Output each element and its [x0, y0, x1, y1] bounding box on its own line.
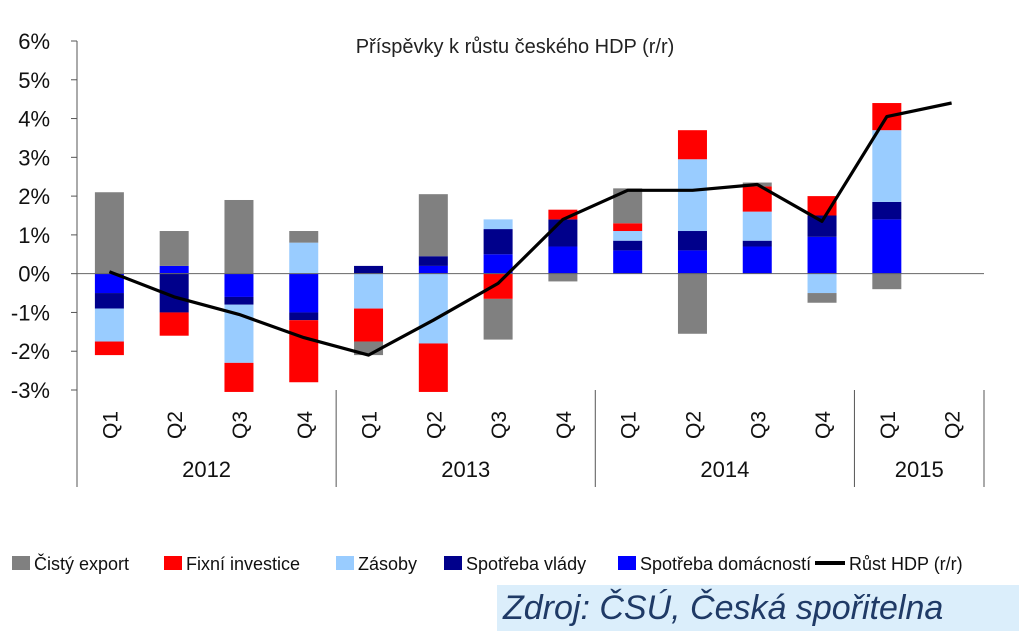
y-tick-label: -2%	[11, 339, 50, 364]
source-box: Zdroj: ČSÚ, Česká spořitelna	[497, 585, 1019, 631]
x-tick-label: Q4	[553, 411, 576, 439]
bar-segment-fixni-investice	[677, 130, 707, 160]
year-label: 2013	[441, 457, 490, 482]
source-text: Zdroj: ČSÚ, Česká spořitelna	[503, 588, 944, 627]
legend-label: Růst HDP (r/r)	[849, 554, 963, 574]
x-tick-label: Q2	[423, 411, 446, 439]
bar-segment-cisty-export	[807, 293, 837, 303]
bar-segment-spotreba-domacnosti	[94, 273, 124, 294]
x-tick-label: Q1	[618, 411, 641, 439]
bar-segment-spotreba-vlady	[418, 256, 448, 266]
y-tick-label: 2%	[18, 184, 50, 209]
bar-segment-zasoby	[742, 211, 772, 241]
bar-segment-spotreba-vlady	[742, 240, 772, 247]
bar-segment-fixni-investice	[418, 343, 448, 392]
bar-segment-fixni-investice	[224, 362, 254, 392]
x-tick-label: Q1	[359, 411, 382, 439]
x-tick-label: Q2	[942, 411, 965, 439]
bar-segment-spotreba-vlady	[483, 229, 513, 255]
bar-segment-spotreba-domacnosti	[483, 254, 513, 274]
bar-segment-spotreba-domacnosti	[224, 273, 254, 297]
bar-segment-zasoby	[807, 273, 837, 294]
x-tick-label: Q1	[877, 411, 900, 439]
legend-label: Čistý export	[34, 553, 129, 574]
bar-segment-cisty-export	[483, 298, 513, 340]
legend-swatch	[12, 556, 30, 570]
chart-svg: Příspěvky k růstu českého HDP (r/r) -3% -2…	[11, 29, 985, 574]
bar-segment-spotreba-domacnosti	[613, 250, 643, 274]
legend-label: Spotřeba vlády	[466, 554, 586, 574]
bar-segment-fixni-investice	[94, 341, 124, 356]
year-label: 2012	[182, 457, 231, 482]
year-label: 2014	[700, 457, 749, 482]
bar-segment-spotreba-vlady	[224, 296, 254, 305]
bar-segment-spotreba-domacnosti	[418, 265, 448, 274]
x-tick-label: Q3	[747, 411, 770, 439]
bar-segment-spotreba-vlady	[94, 293, 124, 309]
bar-segment-zasoby	[418, 273, 448, 344]
bar-segment-cisty-export	[94, 192, 124, 274]
y-tick-label: 6%	[18, 29, 50, 54]
x-tick-label: Q4	[294, 411, 317, 439]
x-tick-label: Q4	[812, 411, 835, 439]
bar-segment-spotreba-vlady	[872, 201, 902, 220]
legend-swatch	[618, 556, 636, 570]
y-tick-label: 5%	[18, 68, 50, 93]
legend-label: Zásoby	[358, 554, 417, 574]
bar-segment-zasoby	[94, 308, 124, 342]
bar-segment-fixni-investice	[483, 273, 513, 299]
bar-segment-zasoby	[483, 219, 513, 230]
y-tick-label: 0%	[18, 262, 50, 287]
x-tick-label: Q1	[99, 411, 122, 439]
bar-segment-spotreba-vlady	[548, 219, 578, 247]
bar-segment-cisty-export	[159, 231, 189, 266]
x-tick-label: Q2	[682, 411, 705, 439]
bar-segment-zasoby	[677, 159, 707, 232]
bar-segment-cisty-export	[548, 273, 578, 282]
bar-segment-spotreba-vlady	[677, 231, 707, 251]
year-label: 2015	[895, 457, 944, 482]
legend-swatch	[444, 556, 462, 570]
bar-segment-spotreba-domacnosti	[159, 265, 189, 274]
bar-segment-spotreba-vlady	[807, 215, 837, 237]
y-tick-label: -3%	[11, 378, 50, 403]
bar-segment-fixni-investice	[354, 308, 384, 342]
x-tick-label: Q3	[229, 411, 252, 439]
bar-segment-spotreba-domacnosti	[289, 273, 319, 313]
legend-label: Fixní investice	[186, 554, 300, 574]
gdp-growth-line	[108, 101, 952, 357]
bar-segment-zasoby	[613, 231, 643, 241]
legend-swatch	[336, 556, 354, 570]
bar-segment-cisty-export	[289, 231, 319, 243]
chart-title: Příspěvky k růstu českého HDP (r/r)	[356, 36, 675, 58]
bar-segment-cisty-export	[224, 199, 254, 274]
bar-segment-spotreba-domacnosti	[548, 246, 578, 274]
y-tick-label: 3%	[18, 145, 50, 170]
bar-segment-fixni-investice	[159, 312, 189, 336]
bar-segment-cisty-export	[872, 273, 902, 290]
legend-swatch	[164, 556, 182, 570]
x-tick-label: Q3	[488, 411, 511, 439]
legend-label: Spotřeba domácností	[640, 554, 811, 574]
bar-segment-spotreba-domacnosti	[677, 250, 707, 274]
bar-segment-fixni-investice	[548, 209, 578, 220]
bar-segment-spotreba-vlady	[289, 312, 319, 321]
x-tick-label: Q2	[164, 411, 187, 439]
bar-segment-zasoby	[354, 273, 384, 309]
bar-segment-zasoby	[289, 242, 319, 274]
y-tick-label: 1%	[18, 223, 50, 248]
y-tick-label: -1%	[11, 300, 50, 325]
bar-segment-spotreba-vlady	[354, 265, 384, 274]
bar-segment-fixni-investice	[613, 223, 643, 232]
bar-segment-spotreba-domacnosti	[872, 219, 902, 274]
bar-segment-cisty-export	[418, 194, 448, 257]
bar-segment-cisty-export	[677, 273, 707, 334]
y-tick-label: 4%	[18, 107, 50, 132]
bar-segment-zasoby	[872, 130, 902, 202]
bar-segment-spotreba-domacnosti	[807, 236, 837, 274]
bar-segment-spotreba-vlady	[613, 240, 643, 251]
bar-segment-spotreba-domacnosti	[742, 246, 772, 274]
bar-segment-fixni-investice	[289, 320, 319, 383]
